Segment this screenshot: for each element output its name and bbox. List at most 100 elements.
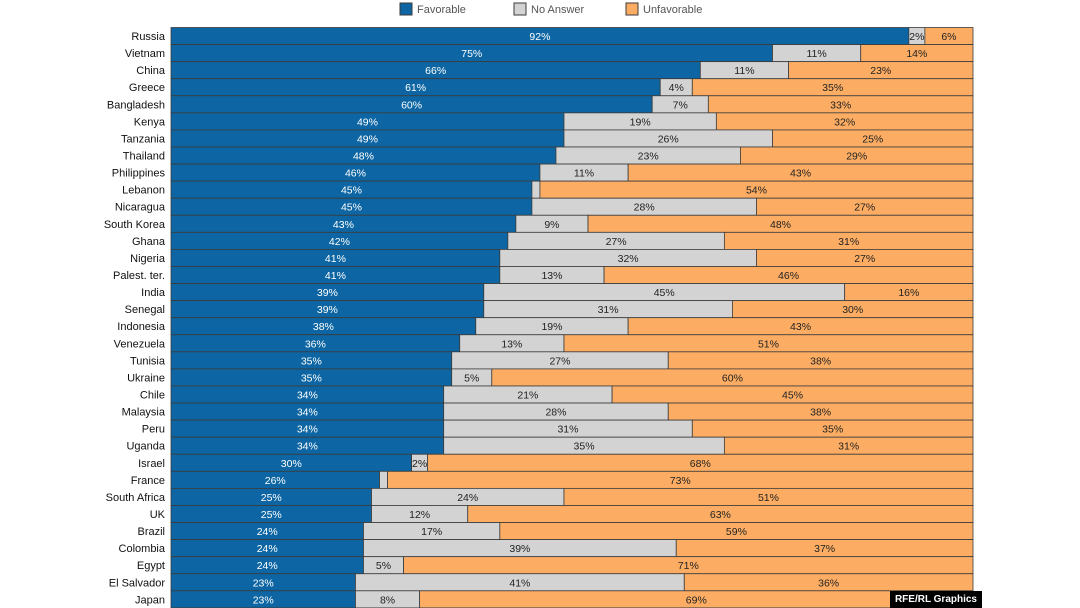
data-label-unfavorable-el-salvador: 36%	[818, 577, 839, 589]
data-label-unfavorable-ghana: 31%	[838, 236, 859, 248]
data-label-no-answer-kenya: 19%	[630, 116, 651, 128]
category-label-palest-ter: Palest. ter.	[113, 270, 165, 282]
bar-no-answer-france	[379, 470, 388, 489]
data-label-no-answer-tunisia: 27%	[549, 355, 570, 367]
data-label-no-answer-ghana: 27%	[606, 236, 627, 248]
data-label-favorable-el-salvador: 23%	[253, 577, 274, 589]
category-label-china: China	[136, 65, 166, 77]
category-label-ukraine: Ukraine	[127, 372, 165, 384]
data-label-no-answer-nicaragua: 28%	[634, 202, 655, 214]
data-label-no-answer-vietnam: 11%	[806, 48, 826, 60]
data-label-favorable-china: 66%	[425, 65, 446, 77]
data-label-unfavorable-thailand: 29%	[846, 151, 867, 163]
data-label-unfavorable-south-korea: 48%	[770, 219, 791, 231]
data-label-no-answer-philippines: 11%	[574, 168, 594, 180]
category-label-russia: Russia	[131, 31, 166, 43]
data-label-favorable-france: 26%	[265, 475, 286, 487]
data-label-favorable-peru: 34%	[297, 424, 318, 436]
data-label-no-answer-indonesia: 19%	[541, 321, 562, 333]
category-label-greece: Greece	[129, 82, 165, 94]
data-label-favorable-nicaragua: 45%	[341, 202, 362, 214]
data-label-unfavorable-russia: 6%	[941, 31, 956, 43]
category-label-vietnam: Vietnam	[125, 48, 165, 60]
data-label-no-answer-el-salvador: 41%	[509, 577, 530, 589]
category-label-uk: UK	[150, 509, 166, 521]
data-label-favorable-chile: 34%	[297, 390, 318, 402]
category-label-japan: Japan	[135, 594, 165, 606]
data-label-unfavorable-uk: 63%	[710, 509, 731, 521]
source-credit: RFE/RL Graphics	[889, 591, 982, 608]
data-label-unfavorable-senegal: 30%	[842, 304, 863, 316]
data-label-unfavorable-vietnam: 14%	[906, 48, 927, 60]
category-label-south-africa: South Africa	[106, 492, 166, 504]
data-label-unfavorable-chile: 45%	[782, 390, 803, 402]
category-label-indonesia: Indonesia	[117, 321, 166, 333]
category-label-el-salvador: El Salvador	[109, 577, 166, 589]
data-label-favorable-thailand: 48%	[353, 151, 374, 163]
data-label-favorable-tunisia: 35%	[301, 355, 322, 367]
category-label-tunisia: Tunisia	[130, 355, 166, 367]
data-label-unfavorable-tanzania: 25%	[862, 133, 883, 145]
data-label-unfavorable-japan: 69%	[686, 594, 707, 606]
category-label-malaysia: Malaysia	[122, 407, 166, 419]
data-label-no-answer-egypt: 5%	[376, 560, 391, 572]
data-label-no-answer-ukraine: 5%	[464, 372, 479, 384]
legend-label-unfavorable: Unfavorable	[643, 4, 702, 16]
data-label-favorable-kenya: 49%	[357, 116, 378, 128]
data-label-no-answer-russia: 2%	[909, 31, 924, 43]
data-label-unfavorable-china: 23%	[870, 65, 891, 77]
data-label-no-answer-malaysia: 28%	[545, 407, 566, 419]
data-label-favorable-greece: 61%	[405, 82, 426, 94]
data-label-no-answer-venezuela: 13%	[501, 338, 522, 350]
data-label-unfavorable-south-africa: 51%	[758, 492, 779, 504]
category-label-colombia: Colombia	[119, 543, 166, 555]
data-label-favorable-ukraine: 35%	[301, 372, 322, 384]
data-label-unfavorable-kenya: 32%	[834, 116, 855, 128]
category-label-nicaragua: Nicaragua	[115, 202, 166, 214]
data-label-no-answer-south-africa: 24%	[457, 492, 478, 504]
bar-no-answer-lebanon	[531, 180, 541, 199]
data-label-no-answer-thailand: 23%	[638, 151, 659, 163]
data-label-unfavorable-palest-ter: 46%	[778, 270, 799, 282]
category-label-chile: Chile	[140, 390, 165, 402]
category-label-india: India	[141, 287, 166, 299]
data-label-no-answer-nigeria: 32%	[618, 253, 639, 265]
data-label-no-answer-tanzania: 26%	[658, 133, 679, 145]
data-label-no-answer-japan: 8%	[380, 594, 395, 606]
data-label-no-answer-senegal: 31%	[598, 304, 619, 316]
category-label-egypt: Egypt	[137, 560, 165, 572]
data-label-favorable-egypt: 24%	[257, 560, 278, 572]
data-label-favorable-colombia: 24%	[257, 543, 278, 555]
data-label-unfavorable-brazil: 59%	[726, 526, 747, 538]
data-label-no-answer-china: 11%	[734, 65, 754, 77]
data-label-unfavorable-colombia: 37%	[814, 543, 835, 555]
data-label-favorable-bangladesh: 60%	[401, 99, 422, 111]
data-label-favorable-philippines: 46%	[345, 168, 366, 180]
data-label-unfavorable-indonesia: 43%	[790, 321, 811, 333]
data-label-no-answer-palest-ter: 13%	[541, 270, 562, 282]
data-label-favorable-venezuela: 36%	[305, 338, 326, 350]
data-label-favorable-lebanon: 45%	[341, 185, 362, 197]
data-label-favorable-south-africa: 25%	[261, 492, 282, 504]
data-label-favorable-japan: 23%	[253, 594, 274, 606]
data-label-favorable-malaysia: 34%	[297, 407, 318, 419]
data-label-unfavorable-nicaragua: 27%	[854, 202, 875, 214]
data-label-unfavorable-lebanon: 54%	[746, 185, 767, 197]
data-label-favorable-palest-ter: 41%	[325, 270, 346, 282]
data-label-unfavorable-india: 16%	[898, 287, 919, 299]
category-label-kenya: Kenya	[134, 116, 166, 128]
category-label-ghana: Ghana	[132, 236, 166, 248]
data-label-favorable-tanzania: 49%	[357, 133, 378, 145]
category-label-france: France	[131, 475, 165, 487]
data-label-favorable-uk: 25%	[261, 509, 282, 521]
category-label-philippines: Philippines	[112, 168, 166, 180]
data-label-unfavorable-egypt: 71%	[678, 560, 699, 572]
data-label-favorable-india: 39%	[317, 287, 338, 299]
category-label-senegal: Senegal	[125, 304, 165, 316]
data-label-unfavorable-peru: 35%	[822, 424, 843, 436]
data-label-unfavorable-malaysia: 38%	[810, 407, 831, 419]
data-label-no-answer-india: 45%	[654, 287, 675, 299]
data-label-no-answer-uk: 12%	[409, 509, 430, 521]
data-label-unfavorable-nigeria: 27%	[854, 253, 875, 265]
